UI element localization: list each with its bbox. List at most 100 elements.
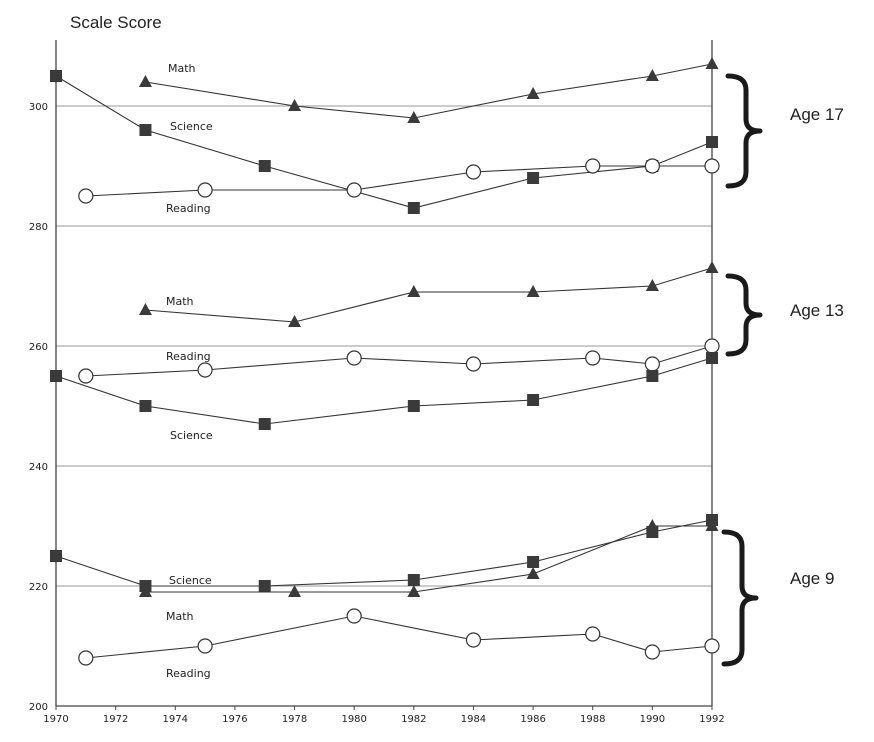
data-point-age-13-math <box>526 285 540 297</box>
data-point-age-13-reading <box>78 368 94 384</box>
data-point-age-17-science <box>139 124 152 136</box>
y-tick-label: 280 <box>29 222 48 233</box>
y-axis-title: Scale Score <box>70 13 162 32</box>
y-tick-labels: 200 220 240 260 280 300 <box>29 102 48 713</box>
data-point-age-17-science <box>258 160 271 172</box>
y-tick-label: 300 <box>29 102 48 113</box>
data-point-age-13-science <box>258 418 271 430</box>
data-point-age-9-science <box>527 556 540 568</box>
data-point-age-17-reading <box>644 158 660 174</box>
data-point-age-9-math <box>705 519 719 531</box>
y-tick-label: 200 <box>29 702 48 713</box>
x-tick-label: 1984 <box>461 714 486 725</box>
data-point-age-13-reading <box>704 338 720 354</box>
data-point-age-9-math <box>407 585 421 597</box>
data-point-age-17-reading <box>585 158 601 174</box>
series-label-age-13-science: Science <box>170 429 213 442</box>
data-point-age-9-math <box>526 567 540 579</box>
series-line-age-17-math <box>145 63 713 119</box>
data-point-age-13-math <box>138 303 152 315</box>
data-point-age-13-reading <box>644 356 660 372</box>
group-label-age-17: Age 17 <box>790 105 844 124</box>
series-line-age-9-math <box>145 525 712 593</box>
data-point-age-9-reading <box>465 632 482 648</box>
y-tick-label: 240 <box>29 462 48 473</box>
data-point-age-17-math <box>705 57 719 69</box>
series-line-age-13-science <box>55 357 713 425</box>
data-point-age-17-reading <box>78 188 94 204</box>
brace-age-17 <box>725 73 763 189</box>
x-tick-label: 1978 <box>282 714 307 725</box>
data-point-age-17-reading <box>465 164 482 180</box>
data-point-age-9-math <box>645 519 659 531</box>
data-point-age-13-reading <box>585 350 601 366</box>
data-point-age-13-reading <box>197 362 213 378</box>
x-tick-label: 1988 <box>580 714 605 725</box>
y-tick-label: 260 <box>29 342 48 353</box>
data-point-age-9-reading <box>78 650 94 666</box>
data-point-age-13-science <box>527 394 540 406</box>
data-point-age-13-science <box>50 370 62 382</box>
data-point-age-17-math <box>645 69 659 81</box>
data-point-age-9-reading <box>197 638 213 654</box>
y-tick-label: 220 <box>29 582 48 593</box>
data-point-age-13-math <box>407 285 421 297</box>
x-tick-label: 1970 <box>43 714 68 725</box>
x-tick-label: 1980 <box>341 714 366 725</box>
data-point-age-13-reading <box>465 356 482 372</box>
x-tick-label: 1974 <box>163 714 188 725</box>
series-label-age-17-reading: Reading <box>166 202 211 215</box>
data-point-age-17-science <box>50 70 62 82</box>
series-layer <box>50 57 720 666</box>
age-group-braces: Age 17 Age 13 Age 9 <box>721 73 844 667</box>
data-point-age-9-reading <box>346 608 362 624</box>
group-label-age-13: Age 13 <box>790 301 844 320</box>
series-label-age-13-reading: Reading <box>166 350 211 363</box>
data-point-age-13-math <box>288 315 302 327</box>
data-point-age-17-math <box>407 111 421 123</box>
gridlines <box>56 105 712 587</box>
x-tick-label: 1986 <box>520 714 545 725</box>
data-point-age-9-math <box>138 585 152 597</box>
brace-age-9 <box>721 529 759 667</box>
data-point-age-13-reading <box>346 350 362 366</box>
data-point-age-13-science <box>706 352 718 364</box>
data-point-age-9-science <box>50 550 62 562</box>
data-point-age-9-science <box>407 574 420 586</box>
series-line-age-17-science <box>55 75 713 209</box>
data-point-age-17-science <box>706 136 718 148</box>
data-point-age-17-reading <box>346 182 362 198</box>
data-point-age-17-science <box>407 202 420 214</box>
x-tick-labels: 1970 1972 1974 1976 1978 1980 1982 1984 1986 1988… <box>43 706 725 725</box>
series-line-age-17-reading <box>85 165 712 197</box>
brace-age-13 <box>725 273 763 357</box>
series-label-age-9-reading: Reading <box>166 667 211 680</box>
data-point-age-17-math <box>138 75 152 87</box>
series-label-age-17-science: Science <box>170 120 213 133</box>
data-point-age-17-science <box>527 172 540 184</box>
data-point-age-13-math <box>645 279 659 291</box>
series-label-age-17-math: Math <box>168 62 196 75</box>
data-point-age-9-reading <box>585 626 601 642</box>
x-tick-label: 1982 <box>401 714 426 725</box>
x-tick-label: 1992 <box>699 714 724 725</box>
data-point-age-9-math <box>288 585 302 597</box>
data-point-age-13-science <box>139 400 152 412</box>
data-point-age-13-math <box>705 261 719 273</box>
series-labels: Math Science Reading Math Reading Science Scie… <box>166 62 213 680</box>
data-point-age-9-reading <box>704 638 720 654</box>
data-point-age-13-science <box>646 370 659 382</box>
data-point-age-13-science <box>407 400 420 412</box>
data-point-age-17-reading <box>197 182 213 198</box>
data-point-age-9-reading <box>644 644 660 660</box>
data-point-age-17-math <box>288 99 302 111</box>
series-label-age-9-math: Math <box>166 610 194 623</box>
series-label-age-9-science: Science <box>169 574 212 587</box>
data-point-age-9-science <box>258 580 271 592</box>
series-line-age-13-math <box>145 267 713 323</box>
data-point-age-17-math <box>526 87 540 99</box>
x-tick-label: 1990 <box>640 714 665 725</box>
series-label-age-13-math: Math <box>166 295 194 308</box>
x-tick-label: 1972 <box>103 714 128 725</box>
